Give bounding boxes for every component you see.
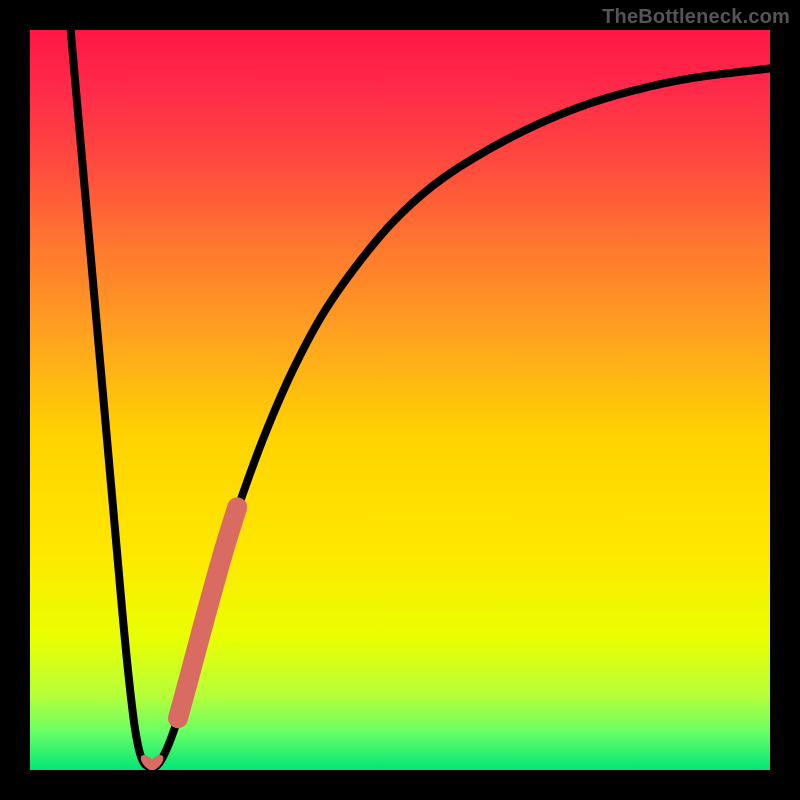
- gradient-background: [30, 30, 770, 770]
- plot-area: [30, 30, 770, 770]
- chart-container: TheBottleneck.com: [0, 0, 800, 800]
- chart-svg: [30, 30, 770, 770]
- watermark-text: TheBottleneck.com: [602, 6, 790, 29]
